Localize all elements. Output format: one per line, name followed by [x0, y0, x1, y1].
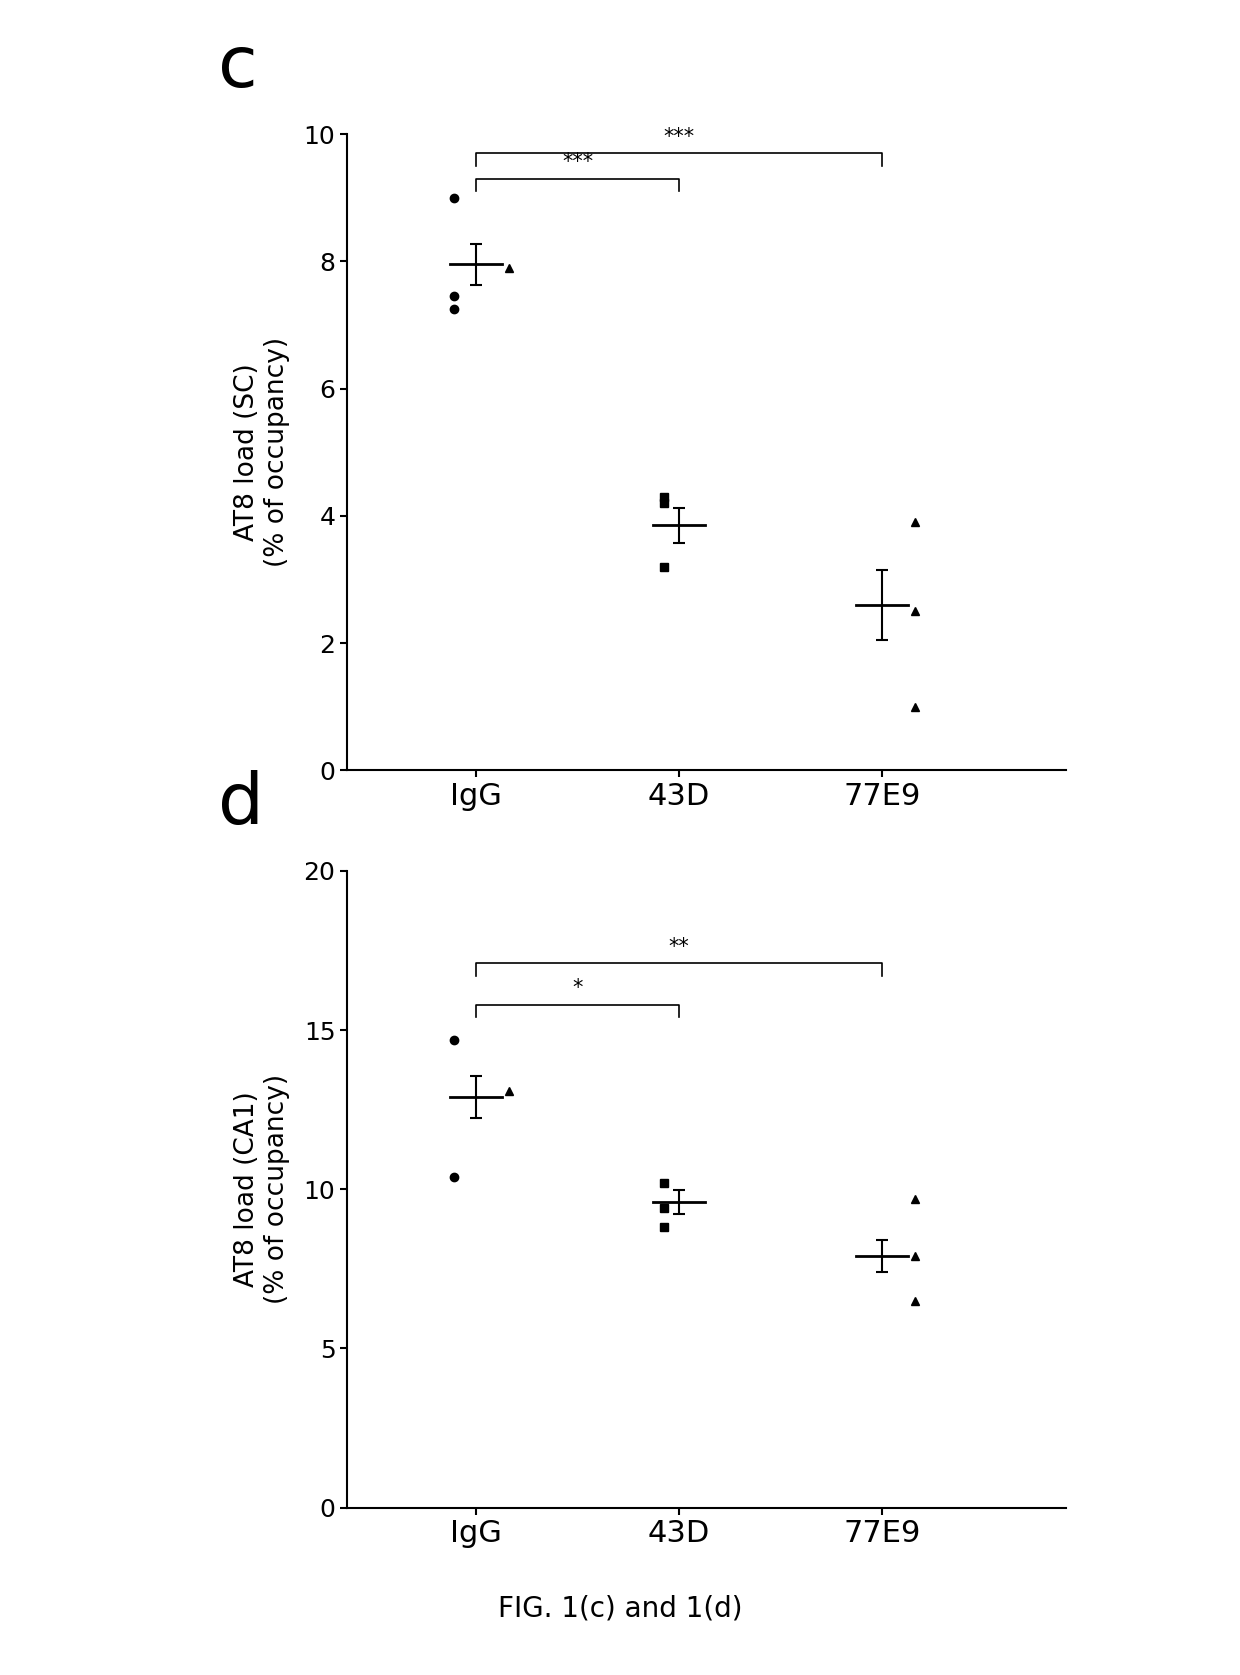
Text: *: *: [573, 978, 583, 998]
Text: ***: ***: [562, 152, 593, 173]
Text: **: **: [668, 936, 689, 956]
Text: FIG. 1(c) and 1(d): FIG. 1(c) and 1(d): [497, 1595, 743, 1621]
Y-axis label: AT8 load (CA1)
(% of occupancy): AT8 load (CA1) (% of occupancy): [233, 1074, 290, 1305]
Text: ***: ***: [663, 127, 694, 147]
Text: c: c: [218, 34, 258, 102]
Text: d: d: [218, 770, 264, 839]
Y-axis label: AT8 load (SC)
(% of occupancy): AT8 load (SC) (% of occupancy): [234, 337, 290, 568]
